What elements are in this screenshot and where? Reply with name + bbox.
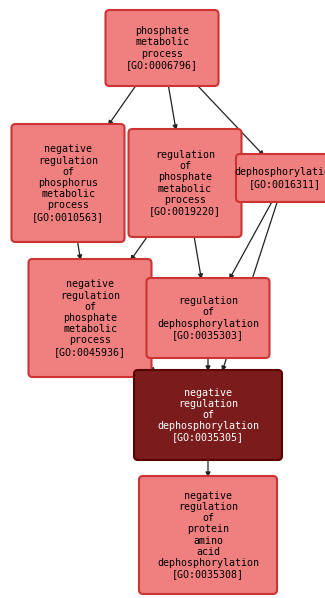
Text: regulation
of
dephosphorylation
[GO:0035303]: regulation of dephosphorylation [GO:0035… [157,296,259,340]
Text: negative
regulation
of
phosphorus
metabolic
process
[GO:0010563]: negative regulation of phosphorus metabo… [32,144,104,222]
Text: negative
regulation
of
protein
amino
acid
dephosphorylation
[GO:0035308]: negative regulation of protein amino aci… [157,491,259,579]
Text: negative
regulation
of
dephosphorylation
[GO:0035305]: negative regulation of dephosphorylation… [157,388,259,443]
FancyBboxPatch shape [134,370,282,460]
FancyBboxPatch shape [128,129,241,237]
FancyBboxPatch shape [29,259,151,377]
Text: dephosphorylation
[GO:0016311]: dephosphorylation [GO:0016311] [234,167,325,188]
FancyBboxPatch shape [147,278,269,358]
FancyBboxPatch shape [139,476,277,594]
FancyBboxPatch shape [236,154,325,202]
FancyBboxPatch shape [106,10,218,86]
FancyBboxPatch shape [11,124,124,242]
Text: phosphate
metabolic
process
[GO:0006796]: phosphate metabolic process [GO:0006796] [126,26,198,70]
Text: regulation
of
phosphate
metabolic
process
[GO:0019220]: regulation of phosphate metabolic proces… [149,150,221,216]
Text: negative
regulation
of
phosphate
metabolic
process
[GO:0045936]: negative regulation of phosphate metabol… [54,279,126,356]
